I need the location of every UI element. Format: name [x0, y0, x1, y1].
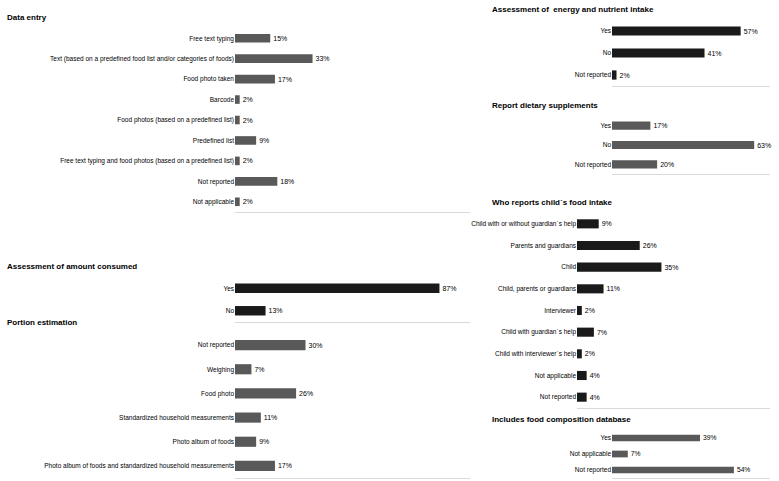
svg-text:Yes: Yes [600, 434, 611, 441]
svg-text:54%: 54% [737, 466, 750, 473]
svg-text:Weighing: Weighing [207, 366, 234, 374]
svg-text:Food photo: Food photo [201, 390, 234, 398]
svg-text:Child with guardian´s help: Child with guardian´s help [501, 328, 576, 336]
svg-text:Not applicable: Not applicable [193, 198, 235, 206]
svg-text:18%: 18% [280, 178, 294, 185]
svg-text:Barcode: Barcode [210, 96, 235, 103]
svg-text:No: No [603, 141, 612, 148]
svg-text:2%: 2% [585, 350, 595, 357]
svg-text:Food photo taken: Food photo taken [183, 75, 234, 83]
svg-text:Not reported: Not reported [198, 341, 235, 349]
svg-text:33%: 33% [316, 55, 330, 62]
svg-text:9%: 9% [259, 137, 269, 144]
svg-text:15%: 15% [273, 35, 287, 42]
svg-text:20%: 20% [660, 161, 674, 168]
svg-text:2%: 2% [585, 307, 595, 314]
svg-text:Not applicable: Not applicable [570, 450, 612, 458]
svg-text:39%: 39% [703, 434, 716, 441]
svg-text:Who reports child´s food intak: Who reports child´s food intake [492, 198, 613, 207]
svg-text:Photo album of foods: Photo album of foods [173, 438, 235, 445]
svg-text:Includes food composition data: Includes food composition database [492, 415, 631, 424]
svg-text:Predefined list: Predefined list [193, 137, 234, 144]
svg-text:7%: 7% [254, 366, 264, 373]
svg-text:7%: 7% [597, 329, 607, 336]
svg-text:4%: 4% [590, 372, 600, 379]
svg-text:Free text typing: Free text typing [189, 34, 234, 42]
svg-text:4%: 4% [590, 394, 600, 401]
svg-text:Food photos (based on a predef: Food photos (based on a predefined list) [117, 116, 234, 124]
svg-text:17%: 17% [653, 122, 667, 129]
svg-text:26%: 26% [643, 242, 657, 249]
svg-text:87%: 87% [442, 285, 456, 292]
svg-text:Not reported: Not reported [540, 393, 577, 401]
svg-text:2%: 2% [243, 117, 253, 124]
svg-text:Free text typing and food phot: Free text typing and food photos (based … [60, 157, 234, 165]
svg-text:30%: 30% [309, 342, 323, 349]
svg-text:No: No [226, 307, 235, 314]
svg-text:41%: 41% [708, 50, 722, 57]
svg-text:Assessment of energy and nutr: Assessment of energy and nutrient intake [492, 5, 654, 14]
svg-text:2%: 2% [243, 96, 253, 103]
svg-text:11%: 11% [264, 414, 278, 421]
svg-text:2%: 2% [620, 72, 630, 79]
svg-text:Not reported: Not reported [575, 161, 612, 169]
svg-text:57%: 57% [744, 28, 758, 35]
svg-text:Not applicable: Not applicable [535, 372, 577, 380]
svg-text:Interviewer: Interviewer [544, 307, 577, 314]
svg-text:9%: 9% [259, 438, 269, 445]
svg-text:Child: Child [561, 263, 576, 270]
svg-text:Photo album of foods and stand: Photo album of foods and standardized ho… [44, 462, 234, 469]
svg-text:Data entry: Data entry [7, 13, 47, 22]
svg-text:11%: 11% [607, 285, 621, 292]
svg-text:Standardized household measure: Standardized household measurements [119, 414, 235, 421]
svg-text:Not reported: Not reported [198, 178, 235, 186]
svg-text:35%: 35% [664, 264, 678, 271]
svg-text:26%: 26% [299, 390, 313, 397]
svg-text:No: No [603, 49, 612, 56]
svg-text:Text (based on a predefined fo: Text (based on a predefined food list an… [50, 55, 234, 63]
svg-text:63%: 63% [757, 142, 771, 149]
svg-text:Child, parents or guardians: Child, parents or guardians [498, 285, 577, 293]
svg-text:Report dietary supplements: Report dietary supplements [492, 101, 598, 110]
svg-text:Yes: Yes [600, 122, 611, 129]
svg-text:Assessment of amount consumed: Assessment of amount consumed [7, 262, 137, 271]
svg-text:Child with or without guardian: Child with or without guardian´s help [471, 220, 576, 228]
svg-text:9%: 9% [602, 220, 612, 227]
svg-text:2%: 2% [243, 157, 253, 164]
svg-text:Parents and guardians: Parents and guardians [511, 242, 577, 250]
svg-text:17%: 17% [278, 462, 292, 469]
svg-text:Not reported: Not reported [575, 466, 612, 474]
svg-text:Child with interviewer´s help: Child with interviewer´s help [495, 350, 576, 358]
svg-text:Yes: Yes [223, 285, 234, 292]
svg-text:Not reported: Not reported [575, 71, 612, 79]
svg-text:2%: 2% [243, 198, 253, 205]
svg-text:7%: 7% [631, 450, 641, 457]
svg-text:Yes: Yes [600, 27, 611, 34]
svg-text:Portion estimation: Portion estimation [7, 318, 77, 327]
svg-text:13%: 13% [269, 307, 283, 314]
svg-text:17%: 17% [278, 76, 292, 83]
